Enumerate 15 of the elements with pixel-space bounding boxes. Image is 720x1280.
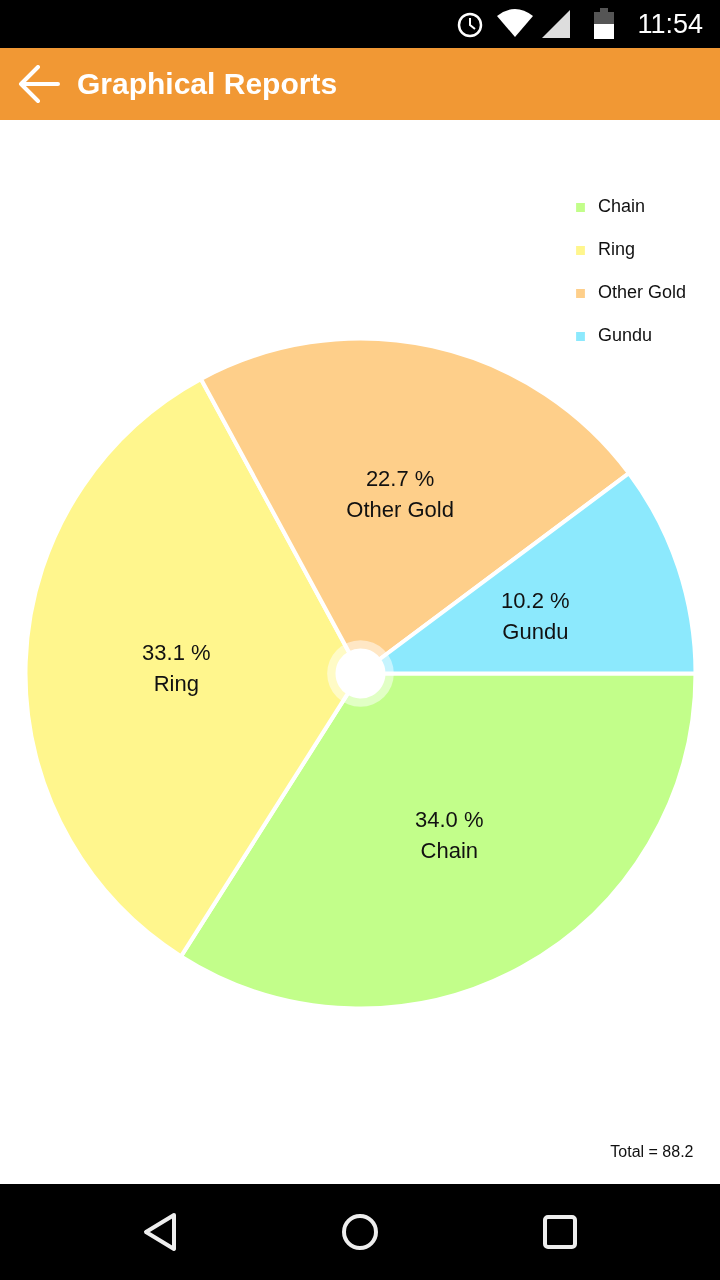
data-label: 33.1 % xyxy=(142,639,211,665)
slice-label: Other Gold xyxy=(346,497,454,523)
slice-label: Chain xyxy=(420,838,479,864)
legend-label: Ring xyxy=(598,239,636,260)
legend-label: Chain xyxy=(598,196,646,217)
slice-label: Gundu xyxy=(502,618,569,644)
text: 11:54 xyxy=(637,8,703,40)
legend-label: Gundu xyxy=(598,325,653,346)
data-label: 10.2 % xyxy=(501,587,570,613)
data-label: 34.0 % xyxy=(415,807,484,833)
text: Total = 88.2 xyxy=(610,1143,694,1160)
slice-label: Ring xyxy=(153,670,199,696)
chart-title: Graphical Reports xyxy=(77,66,338,102)
legend-label: Other Gold xyxy=(598,282,687,303)
data-label: 22.7 % xyxy=(365,466,435,492)
